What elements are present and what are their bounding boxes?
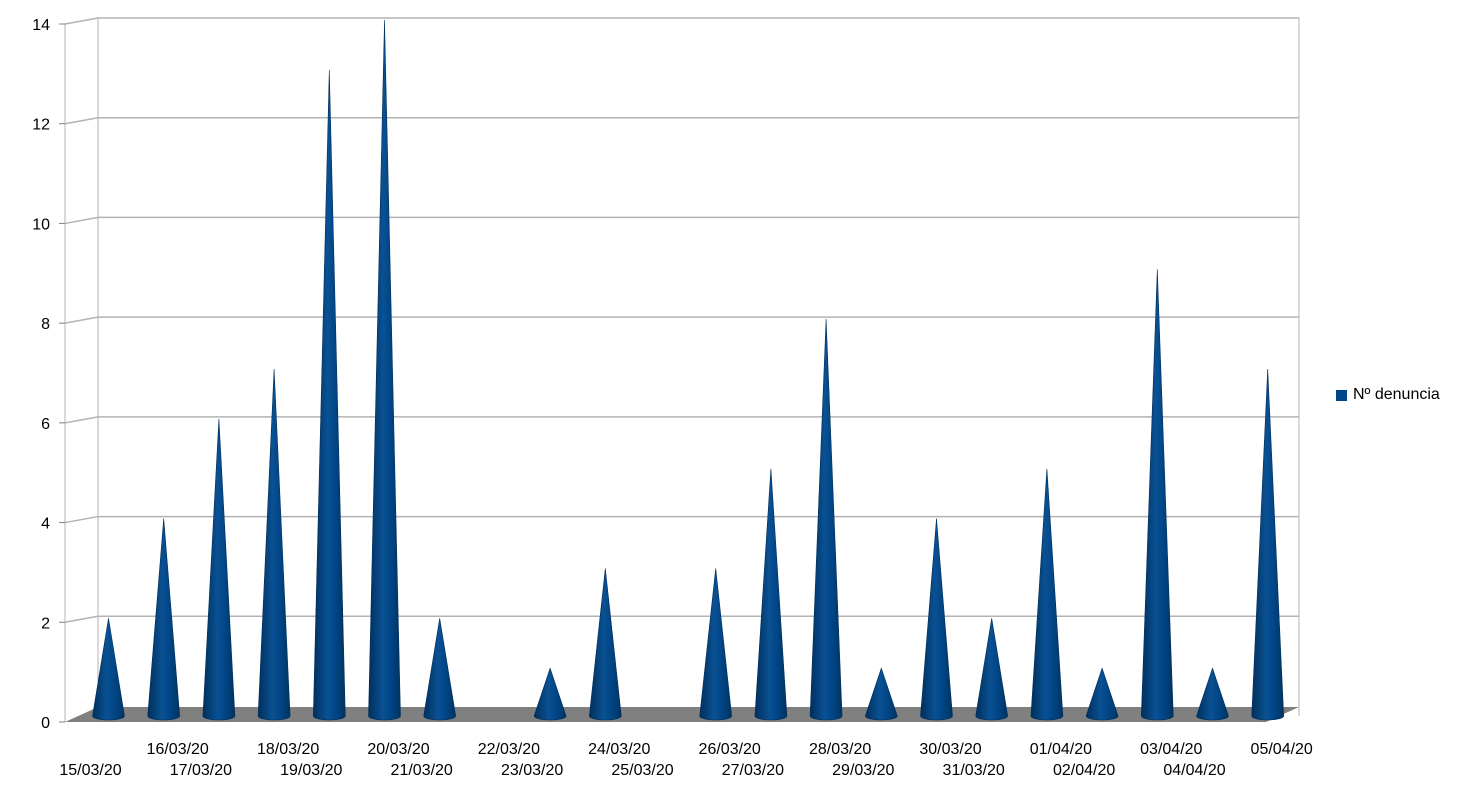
x-axis-labels: 15/03/20 16/03/20 17/03/20 18/03/20 19/03/20… xyxy=(59,741,1313,779)
x-tick-label: 16/03/20 xyxy=(147,741,209,758)
y-tick-label: 0 xyxy=(41,715,50,732)
x-tick-label: 20/03/20 xyxy=(367,741,429,758)
x-tick-label: 21/03/20 xyxy=(391,762,453,779)
x-tick-label: 17/03/20 xyxy=(170,762,232,779)
x-tick-label: 30/03/20 xyxy=(919,741,981,758)
x-tick-label: 22/03/20 xyxy=(478,741,540,758)
cone-bar xyxy=(1030,468,1064,721)
gridline xyxy=(64,216,1299,225)
y-tick-label: 2 xyxy=(41,615,50,632)
cone-bar xyxy=(147,518,181,721)
x-tick-label: 29/03/20 xyxy=(832,762,894,779)
cone-bar xyxy=(1251,368,1285,721)
cone-bar xyxy=(920,518,953,721)
x-tick-label: 31/03/20 xyxy=(943,762,1005,779)
gridline xyxy=(64,17,1299,25)
cone-bar xyxy=(423,618,457,721)
y-tick-label: 8 xyxy=(41,316,50,333)
gridline xyxy=(64,615,1299,624)
x-tick-label: 15/03/20 xyxy=(59,762,121,779)
cone-bar xyxy=(92,618,125,721)
x-tick-label: 04/04/20 xyxy=(1163,762,1225,779)
cone-bar xyxy=(533,667,567,721)
cone-series xyxy=(92,19,1285,721)
cone-bar xyxy=(864,667,898,721)
gridline xyxy=(64,316,1299,324)
legend: Nº denuncia xyxy=(1336,386,1440,404)
cone-bar xyxy=(202,418,236,721)
legend-label: Nº denuncia xyxy=(1353,386,1440,403)
cone-bar xyxy=(312,69,346,721)
cone-bar xyxy=(809,319,843,721)
gridlines xyxy=(64,17,1299,624)
cone-bar xyxy=(1085,667,1119,721)
gridline xyxy=(64,416,1299,424)
y-tick-label: 10 xyxy=(32,216,50,233)
cone-bar xyxy=(975,618,1009,721)
x-tick-label: 28/03/20 xyxy=(809,741,871,758)
y-tick-label: 12 xyxy=(32,117,50,134)
cone-bar xyxy=(588,568,622,721)
x-tick-label: 24/03/20 xyxy=(588,741,650,758)
cone-bar xyxy=(1196,667,1229,721)
x-tick-label: 03/04/20 xyxy=(1140,741,1202,758)
x-tick-label: 19/03/20 xyxy=(280,762,342,779)
y-axis: 0 2 4 6 8 10 12 14 xyxy=(32,17,65,732)
y-tick-label: 6 xyxy=(41,416,50,433)
x-tick-label: 18/03/20 xyxy=(257,741,319,758)
cone-bar xyxy=(1140,269,1174,721)
x-tick-label: 02/04/20 xyxy=(1053,762,1115,779)
gridline xyxy=(64,515,1299,524)
cone-bar xyxy=(699,568,733,721)
x-tick-label: 25/03/20 xyxy=(611,762,673,779)
x-tick-label: 05/04/20 xyxy=(1251,741,1313,758)
x-tick-label: 01/04/20 xyxy=(1030,741,1092,758)
x-tick-label: 23/03/20 xyxy=(501,762,563,779)
cone-bar xyxy=(257,368,291,721)
gridline xyxy=(64,116,1299,125)
y-tick-label: 4 xyxy=(41,516,50,533)
x-tick-label: 26/03/20 xyxy=(699,741,761,758)
legend-swatch xyxy=(1336,389,1347,401)
x-tick-label: 27/03/20 xyxy=(722,762,784,779)
cone-bar xyxy=(368,19,401,721)
cone-bar xyxy=(754,468,788,721)
y-tick-label: 14 xyxy=(32,17,50,34)
